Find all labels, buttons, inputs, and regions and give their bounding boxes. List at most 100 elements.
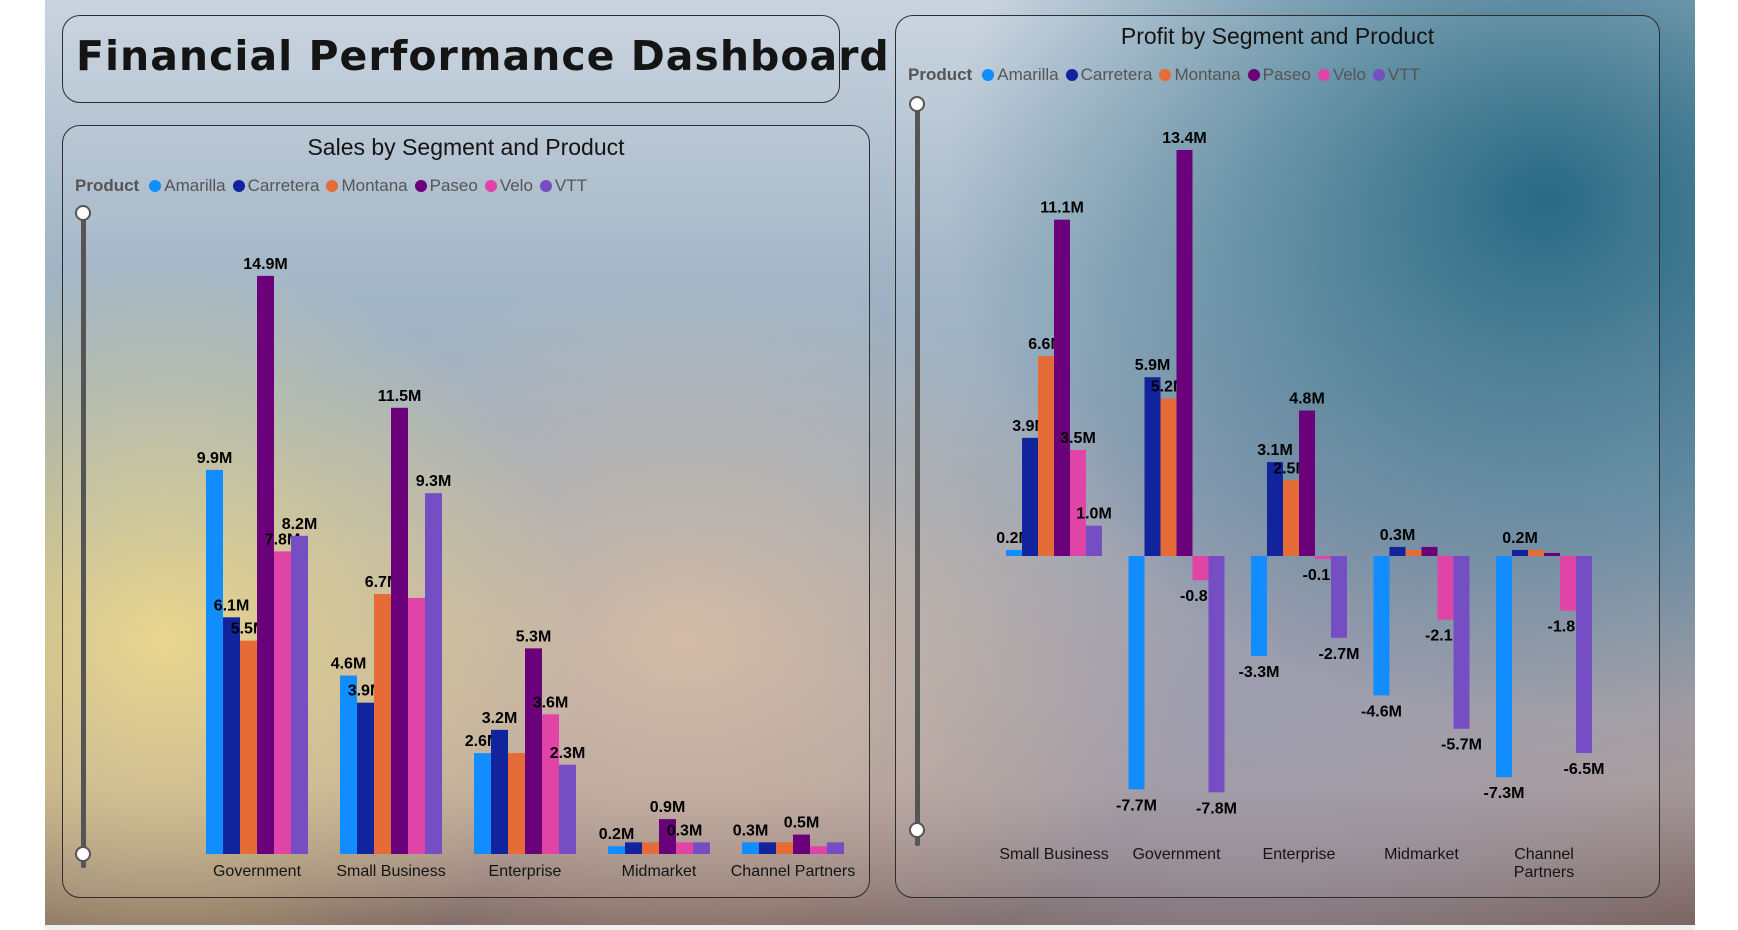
sales-legend-item-montana[interactable]: Montana [326, 176, 408, 196]
bar-paseo [1176, 149, 1193, 557]
data-label: 3.6M [533, 694, 569, 711]
bar-velo [676, 842, 693, 854]
sales-zoom-slider-bottom-handle[interactable] [75, 846, 91, 862]
bottom-strip [45, 925, 1695, 930]
bar-montana [1160, 398, 1177, 556]
legend-item-label: VTT [1387, 65, 1421, 84]
bar-carretera [1512, 549, 1528, 556]
data-label: -7.3M [1484, 785, 1525, 802]
dashboard-canvas: Financial Performance Dashboard Sales by… [45, 0, 1695, 925]
bar-montana [374, 594, 391, 854]
data-label: 0.3M [667, 822, 703, 839]
bar-vtt [559, 764, 576, 854]
profit-legend-item-paseo[interactable]: Paseo [1247, 65, 1311, 85]
category-label: Government [1132, 846, 1221, 863]
sales-chart-plot: 9.9M6.1M5.5M14.9M7.8M8.2MGovernment4.6M3… [197, 256, 856, 880]
data-label: 9.3M [416, 473, 452, 490]
legend-color-dot [149, 180, 162, 192]
legend-item-label: Paseo [1262, 65, 1311, 84]
category-label: Channel Partners [1514, 846, 1574, 881]
profit-legend: Product Amarilla Carretera Montana Paseo Velo… [908, 65, 1427, 85]
data-label: 0.2M [599, 826, 635, 843]
bar-paseo [257, 275, 274, 854]
legend-item-label: Velo [499, 176, 533, 195]
profit-zoom-slider-track[interactable] [915, 102, 920, 846]
bar-montana [1283, 480, 1299, 556]
legend-color-dot [982, 69, 995, 81]
bar-velo [408, 597, 425, 854]
bar-montana [508, 753, 525, 854]
data-label: 4.6M [331, 656, 367, 673]
data-label: 3.5M [1060, 430, 1096, 447]
bar-carretera [223, 617, 240, 854]
profit-zoom-slider-top-handle[interactable] [909, 96, 925, 112]
legend-color-dot [1065, 69, 1078, 81]
bar-carretera [357, 702, 374, 854]
bar-vtt [1453, 556, 1470, 729]
data-label: -6.5M [1564, 761, 1605, 778]
bar-velo [1070, 449, 1086, 556]
legend-color-dot [539, 180, 552, 192]
profit-legend-item-carretera[interactable]: Carretera [1065, 65, 1152, 85]
profit-legend-item-vtt[interactable]: VTT [1372, 65, 1421, 85]
data-label: -4.6M [1361, 703, 1402, 720]
dashboard-title: Financial Performance Dashboard [76, 32, 890, 80]
bar-paseo [659, 819, 676, 854]
bar-amarilla [608, 846, 625, 854]
bar-vtt [1576, 556, 1592, 753]
bar-vtt [827, 842, 844, 854]
category-label: Midmarket [1384, 846, 1459, 863]
legend-color-dot [232, 180, 245, 192]
bar-carretera [491, 729, 508, 854]
data-label: 3.1M [1257, 442, 1293, 459]
sales-zoom-slider-top-handle[interactable] [75, 205, 91, 221]
profit-zoom-slider-bottom-handle[interactable] [909, 822, 925, 838]
category-label: Government [213, 863, 302, 880]
bar-amarilla [1251, 556, 1267, 656]
data-label: 0.3M [1380, 527, 1416, 544]
legend-color-dot [1372, 69, 1385, 81]
legend-color-dot [1159, 69, 1172, 81]
bar-vtt [693, 842, 710, 854]
sales-legend-item-velo[interactable]: Velo [484, 176, 533, 196]
sales-chart-title: Sales by Segment and Product [307, 134, 625, 160]
profit-chart-panel: Profit by Segment and Product Product Ama… [895, 15, 1660, 898]
data-label: 14.9M [243, 256, 287, 273]
sales-zoom-slider-track[interactable] [81, 210, 86, 868]
profit-legend-item-montana[interactable]: Montana [1159, 65, 1241, 85]
profit-legend-item-velo[interactable]: Velo [1317, 65, 1366, 85]
data-label: 0.3M [733, 822, 769, 839]
bar-velo [1560, 556, 1576, 611]
sales-legend-item-amarilla[interactable]: Amarilla [149, 176, 226, 196]
bar-paseo [793, 834, 810, 854]
profit-legend-item-amarilla[interactable]: Amarilla [982, 65, 1059, 85]
legend-color-dot [1317, 69, 1330, 81]
category-label: Enterprise [489, 863, 562, 880]
bar-carretera [1267, 462, 1283, 556]
data-label: 5.3M [516, 628, 552, 645]
sales-legend-item-paseo[interactable]: Paseo [414, 176, 478, 196]
data-label: 11.1M [1040, 200, 1084, 217]
data-label: -7.7M [1116, 797, 1157, 814]
sales-legend: Product Amarilla Carretera Montana Paseo Velo… [75, 176, 594, 196]
sales-legend-item-carretera[interactable]: Carretera [232, 176, 319, 196]
bar-vtt [1331, 556, 1347, 638]
bar-paseo [1299, 410, 1315, 556]
category-label: Channel Partners [731, 863, 856, 880]
bar-velo [1192, 556, 1209, 581]
bar-vtt [291, 535, 308, 854]
data-label: 0.5M [784, 815, 820, 832]
bar-paseo [1421, 546, 1438, 556]
legend-item-label: Amarilla [164, 176, 226, 195]
data-label: 5.9M [1135, 357, 1171, 374]
sales-chart-panel: Sales by Segment and Product Product Amar… [62, 125, 870, 898]
legend-item-label: Velo [1332, 65, 1366, 84]
data-label: 3.2M [482, 710, 518, 727]
data-label: -2.7M [1319, 646, 1360, 663]
sales-legend-item-vtt[interactable]: VTT [539, 176, 587, 196]
category-label: Small Business [999, 846, 1108, 863]
bar-carretera [759, 842, 776, 854]
bar-montana [1405, 549, 1422, 556]
data-label: -7.8M [1196, 800, 1237, 817]
